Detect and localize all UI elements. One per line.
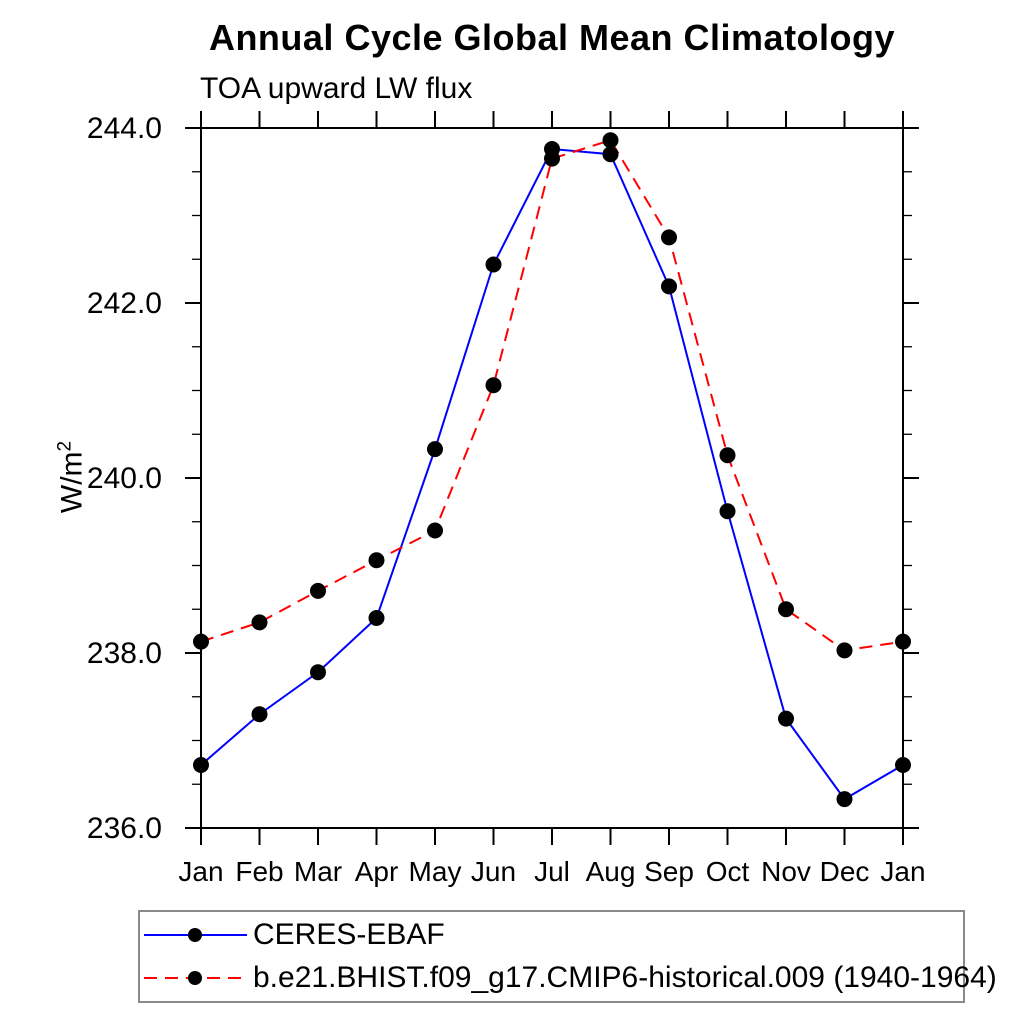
x-tick-label: Jan	[178, 856, 223, 887]
chart-title: Annual Cycle Global Mean Climatology	[208, 17, 896, 58]
x-tick-label: Dec	[820, 856, 870, 887]
data-point-1-Aug	[602, 132, 619, 149]
legend-item-ceres: CERES-EBAF	[140, 916, 963, 954]
data-point-0-Jun	[485, 256, 502, 273]
x-tick-label: Feb	[235, 856, 283, 887]
data-point-0-Apr	[368, 610, 385, 626]
y-tick-label: 236.0	[87, 812, 162, 845]
legend-label-ceres: CERES-EBAF	[253, 918, 445, 952]
x-tick-label: Jan	[880, 856, 925, 887]
data-point-0-Oct	[719, 503, 736, 520]
data-point-0-Nov	[778, 710, 794, 727]
legend-label-model: b.e21.BHIST.f09_g17.CMIP6-historical.009…	[253, 960, 997, 994]
data-point-1-Jan	[895, 633, 911, 650]
x-tick-label: Apr	[355, 856, 399, 887]
plot-border	[200, 127, 904, 829]
x-tick-label: Nov	[761, 856, 811, 887]
data-point-1-Dec	[836, 642, 853, 659]
data-point-1-Nov	[778, 601, 794, 618]
legend-line-sample-solid	[144, 928, 247, 943]
data-point-0-Mar	[310, 664, 326, 681]
x-tick-label: Jun	[471, 856, 516, 887]
data-point-1-May	[427, 522, 443, 539]
series-line-1	[200, 139, 904, 652]
data-point-0-Feb	[251, 706, 268, 723]
data-point-1-Mar	[310, 582, 326, 599]
legend-line-sample-dashed	[144, 970, 247, 985]
data-point-0-Jan	[895, 757, 911, 773]
data-point-1-Jan	[193, 633, 209, 650]
x-tick-label: Mar	[294, 856, 342, 887]
data-point-0-Aug	[602, 146, 619, 163]
legend-item-model: b.e21.BHIST.f09_g17.CMIP6-historical.009…	[140, 959, 997, 997]
legend: CERES-EBAF b.e21.BHIST.f09_g17.CMIP6-his…	[138, 910, 997, 1003]
x-tick-label: Jul	[534, 856, 570, 887]
series-line-0	[200, 147, 904, 801]
data-point-1-Sep	[661, 229, 677, 246]
data-point-1-Jul	[544, 150, 560, 167]
data-point-0-Sep	[661, 278, 677, 295]
x-tick-label: Oct	[706, 856, 750, 887]
x-tick-label: May	[409, 856, 462, 887]
x-tick-label: Aug	[586, 856, 636, 887]
data-point-0-Jan	[193, 757, 209, 773]
data-point-1-Apr	[368, 552, 385, 569]
chart-subtitle: TOA upward LW flux	[200, 72, 473, 105]
y-tick-label: 240.0	[87, 462, 162, 495]
data-point-1-Jun	[485, 377, 502, 394]
data-point-1-Oct	[719, 447, 736, 464]
data-point-0-Dec	[836, 791, 853, 808]
data-point-0-May	[427, 441, 443, 458]
y-tick-label: 244.0	[87, 112, 162, 145]
y-tick-label: 238.0	[87, 637, 162, 670]
y-tick-label: 242.0	[87, 287, 162, 320]
data-point-1-Feb	[251, 614, 268, 631]
x-tick-label: Sep	[644, 856, 694, 887]
